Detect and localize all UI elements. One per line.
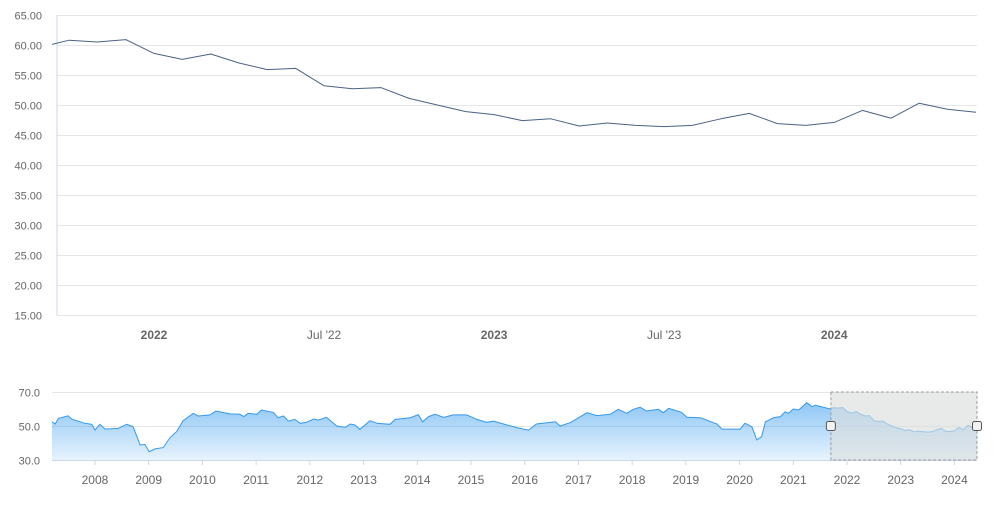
navigator-x-tick-label: 2015 [458, 473, 485, 487]
main-x-tick-label: 2022 [141, 328, 168, 342]
main-y-tick-label: 20.00 [14, 281, 42, 293]
navigator-x-tick-label: 2017 [565, 473, 592, 487]
main-y-tick-label: 55.00 [14, 71, 42, 83]
navigator-area [52, 402, 977, 460]
navigator-y-axis-labels: 30.0 50.0 70.0 [19, 388, 40, 468]
main-y-tick-label: 45.00 [14, 131, 42, 143]
navigator-selected-range[interactable] [830, 391, 978, 461]
main-y-tick-label: 30.00 [14, 221, 42, 233]
navigator-x-tick-label: 2014 [404, 473, 431, 487]
navigator-x-tick-label: 2010 [189, 473, 216, 487]
main-y-tick-label: 35.00 [14, 191, 42, 203]
navigator-x-tick-label: 2012 [296, 473, 323, 487]
navigator-x-tick-label: 2013 [350, 473, 377, 487]
main-series [51, 39, 977, 128]
main-x-tick-label: Jul '23 [647, 328, 682, 342]
navigator-left-handle[interactable] [825, 421, 836, 431]
navigator-x-tick-label: 2022 [834, 473, 861, 487]
main-y-tick-label: 50.00 [14, 101, 42, 113]
navigator-x-tick-label: 2016 [511, 473, 538, 487]
navigator-x-tick-label: 2020 [726, 473, 753, 487]
main-y-tick-label: 40.00 [14, 161, 42, 173]
navigator-right-handle[interactable] [972, 421, 982, 431]
main-y-tick-label: 60.00 [14, 41, 42, 53]
main-y-tick-label: 15.00 [14, 311, 42, 323]
main-x-tick-label: 2024 [821, 328, 848, 342]
main-x-axis-labels: 2022 Jul '22 2023 Jul '23 2024 [141, 328, 848, 342]
navigator-x-tick-label: 2019 [673, 473, 700, 487]
main-y-tick-label: 25.00 [14, 251, 42, 263]
navigator-x-tick-label: 2021 [780, 473, 807, 487]
main-x-tick-label: Jul '22 [307, 328, 342, 342]
navigator-x-tick-label: 2024 [941, 473, 968, 487]
navigator-x-axis-labels: 2008 2009 2010 2011 2012 2013 2014 2015 2016 2017… [52, 460, 977, 487]
navigator-x-tick-label: 2023 [887, 473, 914, 487]
navigator-x-tick-label: 2009 [135, 473, 162, 487]
main-series-line [51, 39, 977, 128]
main-y-tick-label: 65.00 [14, 11, 42, 23]
navigator-y-tick-label: 70.0 [19, 388, 40, 400]
main-x-tick-label: 2023 [481, 328, 508, 342]
navigator-x-tick-label: 2008 [82, 473, 109, 487]
navigator-y-tick-label: 30.0 [19, 456, 40, 468]
navigator-x-tick-label: 2018 [619, 473, 646, 487]
navigator-x-tick-label: 2011 [243, 473, 269, 487]
navigator-selection[interactable] [825, 391, 982, 461]
main-y-axis-labels: 15.00 20.00 25.00 30.00 35.00 40.00 45.00 50.00… [14, 11, 42, 323]
navigator-y-tick-label: 50.0 [19, 422, 40, 434]
main-gridlines [57, 15, 977, 316]
